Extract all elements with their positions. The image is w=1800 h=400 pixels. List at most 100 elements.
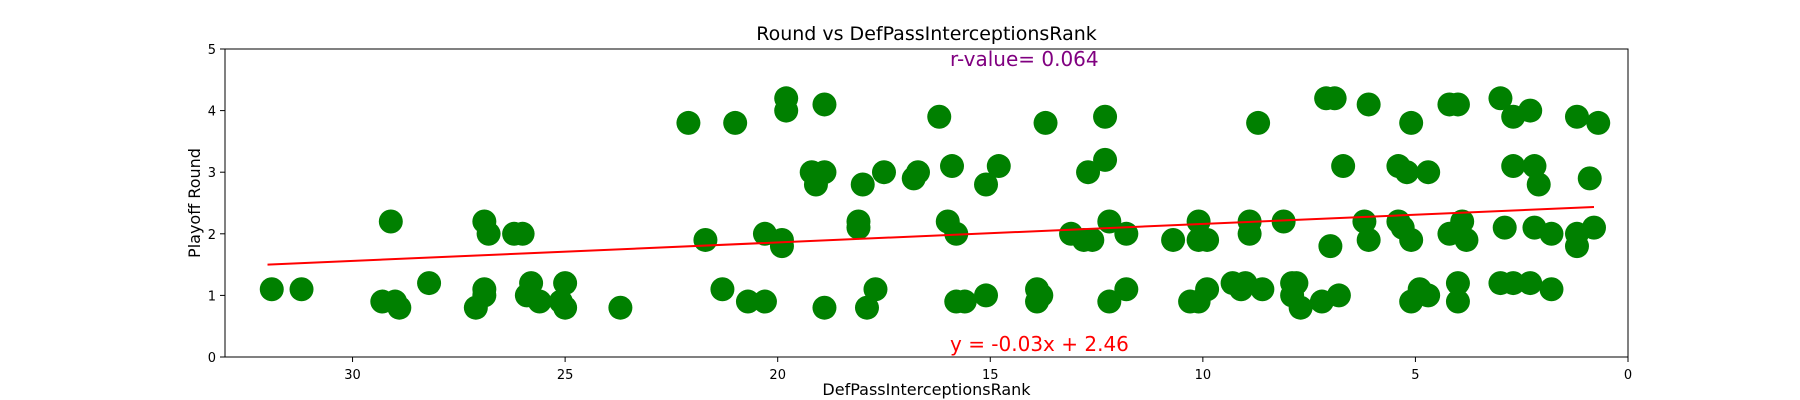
data-point (1326, 283, 1351, 308)
data-point (710, 277, 735, 302)
data-point (735, 289, 760, 314)
data-point (387, 295, 412, 320)
data-point (1445, 271, 1470, 296)
data-point (1488, 86, 1513, 111)
data-point (905, 160, 930, 185)
chart-title: Round vs DefPassInterceptionsRank (756, 23, 1097, 45)
data-point (1518, 98, 1543, 123)
data-point (1450, 209, 1475, 234)
data-point (1539, 221, 1564, 246)
data-point (1093, 147, 1118, 172)
data-point (1522, 154, 1547, 179)
data-point (527, 289, 552, 314)
data-point (1454, 227, 1479, 252)
data-point (378, 209, 403, 234)
regression-line (267, 205, 1595, 266)
data-point (974, 283, 999, 308)
data-point (1564, 104, 1589, 129)
data-point (1076, 160, 1101, 185)
data-point (1322, 86, 1347, 111)
data-point (986, 154, 1011, 179)
data-point (1492, 215, 1517, 240)
data-point (608, 295, 633, 320)
data-point (1564, 234, 1589, 259)
data-point (1356, 227, 1381, 252)
data-point (1284, 271, 1309, 296)
data-point (854, 295, 879, 320)
data-point (1029, 283, 1054, 308)
data-point (1246, 110, 1271, 135)
data-point (1577, 166, 1602, 191)
data-point (1501, 154, 1526, 179)
y-tick-label: 3 (208, 166, 216, 181)
data-point (1195, 277, 1220, 302)
data-point (1586, 110, 1611, 135)
ticks-layer: 30 25 20 15 10 5 0 0 1 2 3 4 5 (208, 43, 1632, 383)
data-point (1539, 277, 1564, 302)
data-point (974, 172, 999, 197)
data-point (1416, 160, 1441, 185)
data-point (553, 295, 578, 320)
x-axis-title: DefPassInterceptionsRank (822, 380, 1031, 399)
data-point (519, 271, 544, 296)
y-tick-label: 1 (208, 289, 216, 304)
data-point (1394, 160, 1419, 185)
data-point (850, 172, 875, 197)
r-value-annotation: r-value= 0.064 (950, 47, 1099, 71)
data-point (417, 271, 442, 296)
x-tick-label: 15 (982, 368, 999, 383)
x-tick-label: 5 (1411, 368, 1419, 383)
data-point (289, 277, 314, 302)
data-point (1518, 271, 1543, 296)
data-point (693, 227, 718, 252)
data-point (1271, 209, 1296, 234)
data-point (769, 234, 794, 259)
x-tick-label: 10 (1195, 368, 1212, 383)
data-point (812, 160, 837, 185)
data-point (1195, 227, 1220, 252)
data-point (723, 110, 748, 135)
data-point (259, 277, 284, 302)
data-point (1416, 283, 1441, 308)
data-point (1526, 172, 1551, 197)
x-tick-label: 0 (1624, 368, 1632, 383)
regression-equation-annotation: y = -0.03x + 2.46 (950, 332, 1129, 356)
data-point (952, 289, 977, 314)
data-point (927, 104, 952, 129)
data-point (1093, 104, 1118, 129)
data-point (1445, 289, 1470, 314)
data-point (846, 215, 871, 240)
data-point (1114, 221, 1139, 246)
data-point (1250, 277, 1275, 302)
x-tick-label: 30 (344, 368, 361, 383)
data-point (1356, 92, 1381, 117)
data-point (1114, 277, 1139, 302)
y-tick-label: 5 (208, 43, 216, 58)
regression-line-layer (267, 205, 1595, 266)
y-axis-title: Playoff Round (185, 148, 204, 258)
data-point (1288, 295, 1313, 320)
data-point (676, 110, 701, 135)
data-point (1331, 154, 1356, 179)
x-tick-label: 25 (557, 368, 574, 383)
data-point (812, 295, 837, 320)
y-tick-label: 0 (208, 351, 216, 366)
plot-frame (224, 48, 1629, 358)
data-point (476, 221, 501, 246)
x-tick-label: 20 (769, 368, 786, 383)
data-point (1237, 221, 1262, 246)
data-point (1097, 289, 1122, 314)
data-point (1399, 227, 1424, 252)
data-point (1161, 227, 1186, 252)
data-point (1033, 110, 1058, 135)
y-tick-label: 4 (208, 105, 216, 120)
data-point (553, 271, 578, 296)
data-point (1399, 110, 1424, 135)
data-point (1445, 92, 1470, 117)
data-point (1186, 209, 1211, 234)
data-point (1581, 215, 1606, 240)
data-point (774, 98, 799, 123)
data-point (752, 289, 777, 314)
